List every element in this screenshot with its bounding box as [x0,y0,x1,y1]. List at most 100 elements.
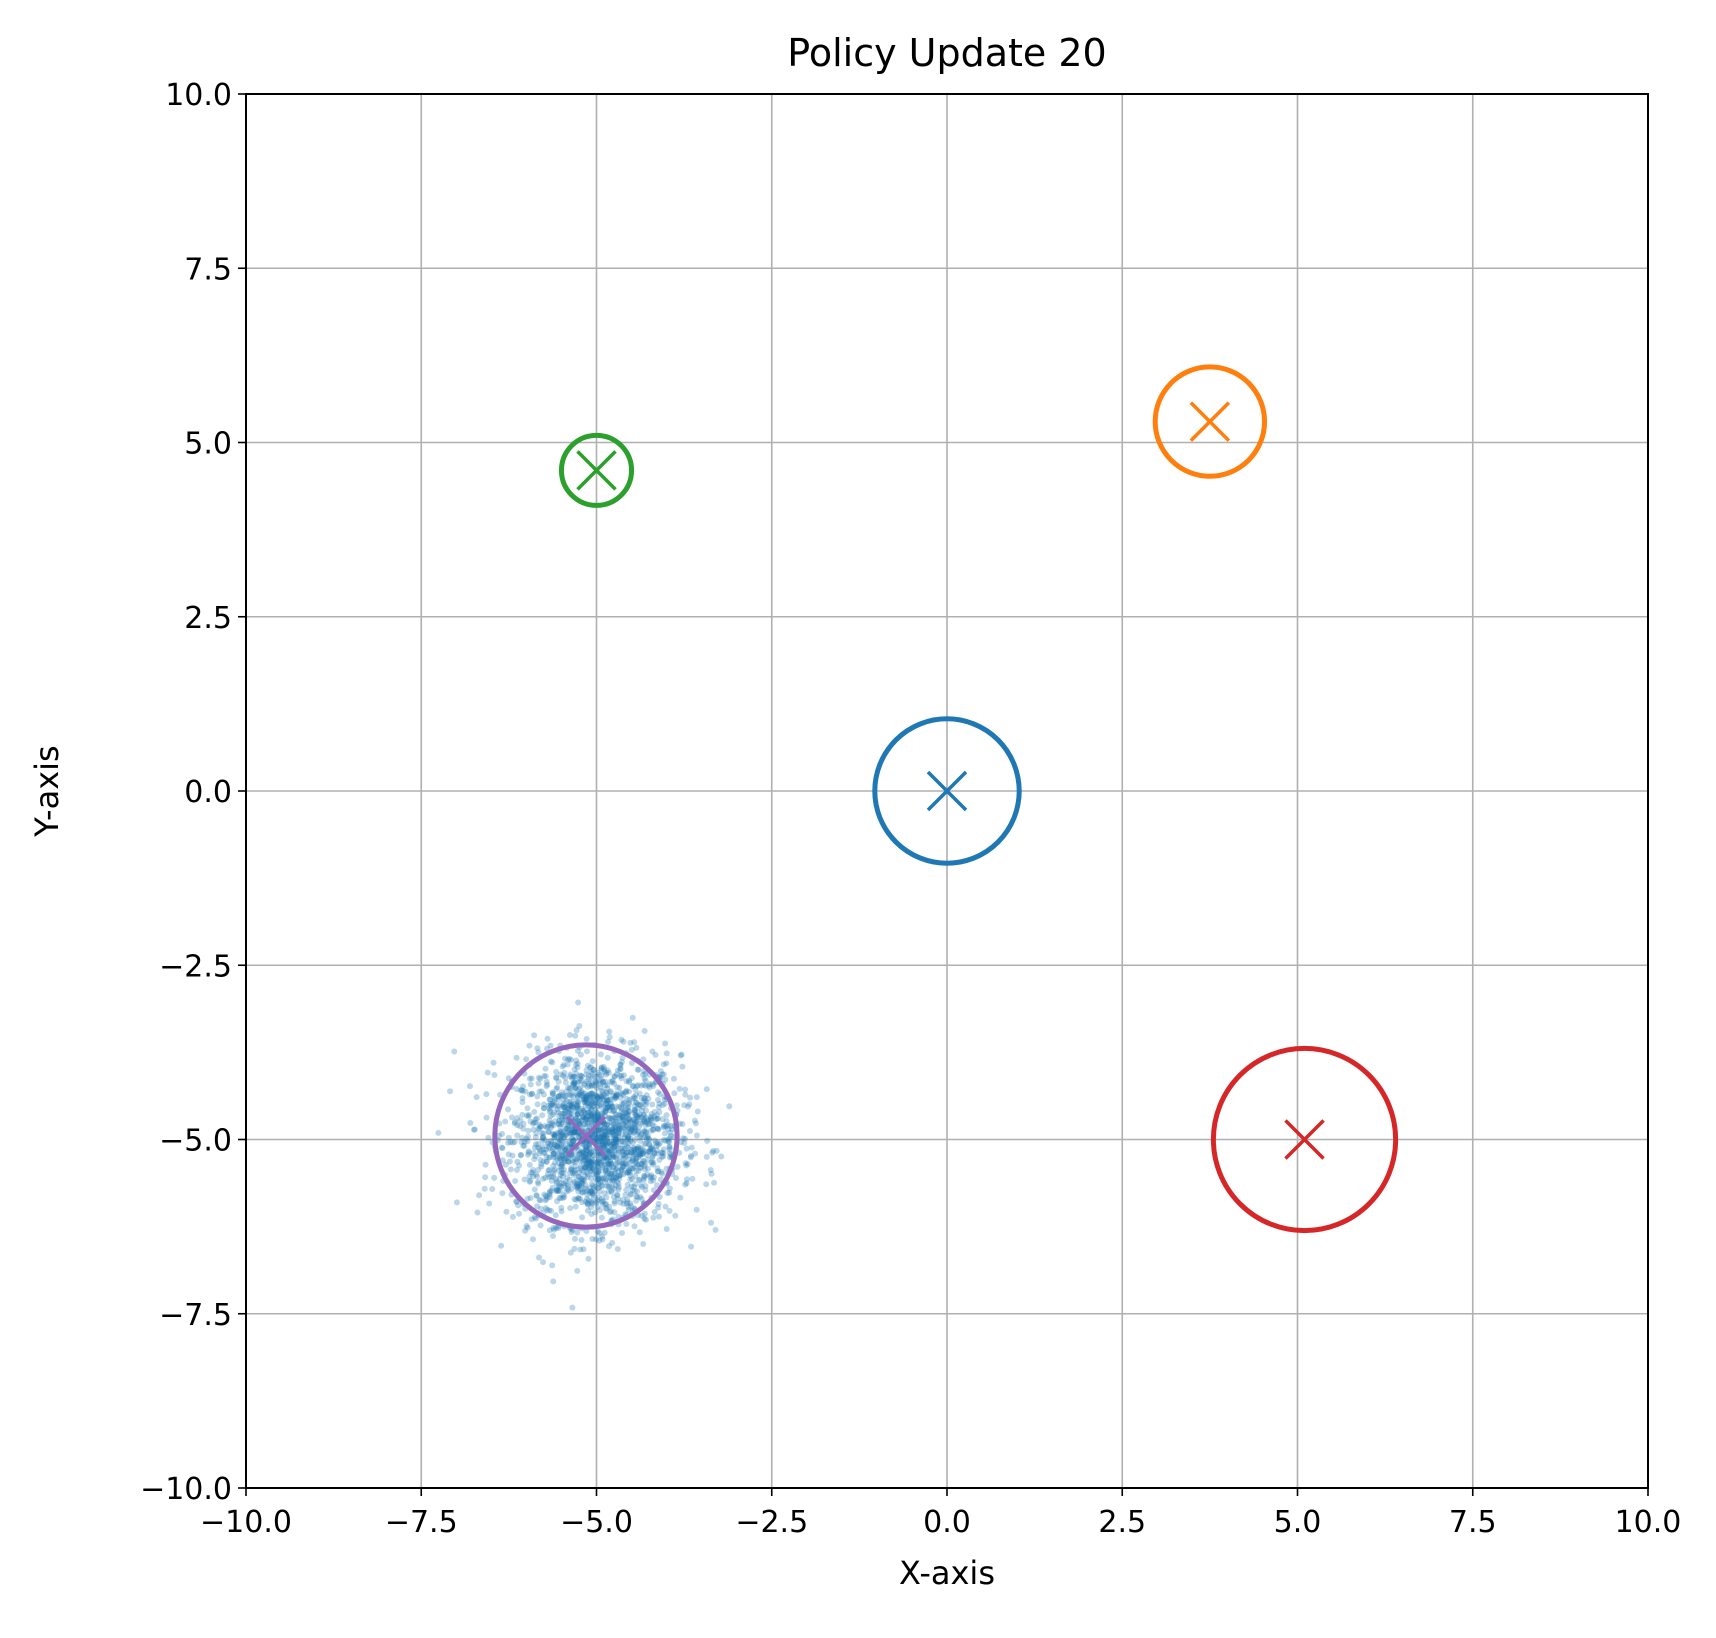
sample-point [644,1165,651,1172]
sample-point [718,1153,725,1160]
sample-point [553,1224,560,1231]
sample-point [618,1166,625,1173]
sample-point [555,1093,562,1100]
sample-point [535,1144,542,1151]
sample-point [507,1139,514,1146]
sample-point [588,1211,595,1218]
sample-point [574,1102,581,1109]
sample-point [659,1071,666,1078]
sample-point [568,1125,575,1132]
sample-point [590,1148,597,1155]
sample-point [601,1190,608,1197]
sample-point [628,1146,635,1153]
sample-point [596,1175,603,1182]
sample-point [544,1081,551,1088]
sample-point [578,1092,585,1099]
sample-point [621,1109,628,1116]
sample-point [655,1200,662,1207]
sample-point [560,1104,567,1111]
sample-point [577,1089,584,1096]
sample-point [627,1118,634,1125]
sample-point [681,1140,688,1147]
sample-point [605,1147,612,1154]
sample-point [623,1095,630,1102]
sample-point [609,1126,616,1133]
sample-point [578,1088,585,1095]
sample-point [496,1132,503,1139]
sample-point [616,1072,623,1079]
sample-point [608,1101,615,1108]
sample-point [576,1084,583,1091]
sample-point [531,1144,538,1151]
sample-point [641,1133,648,1140]
sample-point [589,1119,596,1126]
sample-point [574,1092,581,1099]
sample-point [659,1149,666,1156]
sample-point [557,1156,564,1163]
sample-point [588,1090,595,1097]
sample-point [603,1089,610,1096]
sample-point [558,1166,565,1173]
sample-point [636,1090,643,1097]
sample-point [589,1183,596,1190]
sample-point [583,1095,590,1102]
sample-point [603,1100,610,1107]
sample-point [659,1150,666,1157]
sample-point [624,1196,631,1203]
sample-point [546,1191,553,1198]
sample-point [606,1183,613,1190]
sample-point [692,1120,699,1127]
sample-point [586,1165,593,1172]
sample-point [602,1082,609,1089]
sample-point [611,1114,618,1121]
sample-point [631,1223,638,1230]
sample-point [563,1181,570,1188]
sample-point [615,1130,622,1137]
sample-point [566,1129,573,1136]
sample-point [624,1110,631,1117]
sample-point [622,1126,629,1133]
sample-point [534,1178,541,1185]
sample-point [588,1149,595,1156]
sample-point [598,1127,605,1134]
sample-point [638,1160,645,1167]
sample-point [618,1072,625,1079]
sample-point [580,1246,587,1253]
sample-point [593,1171,600,1178]
sample-point [568,1166,575,1173]
sample-point [637,1164,644,1171]
sample-point [573,1027,580,1034]
sample-point [592,1136,599,1143]
sample-point [641,1162,648,1169]
sample-point [630,1083,637,1090]
sample-point [598,1087,605,1094]
sample-point [573,1166,580,1173]
sample-point [586,1141,593,1148]
sample-point [651,1113,658,1120]
sample-point [559,1149,566,1156]
sample-point [563,1144,570,1151]
sample-point [609,1178,616,1185]
sample-point [599,1141,606,1148]
sample-point [666,1154,673,1161]
sample-point [631,1107,638,1114]
sample-point [553,1178,560,1185]
sample-point [585,1109,592,1116]
sample-point [659,1170,666,1177]
sample-point [608,1170,615,1177]
sample-point [574,1183,581,1190]
sample-point [584,1159,591,1166]
sample-point [610,1143,617,1150]
sample-point [592,1100,599,1107]
sample-point [602,1108,609,1115]
sample-point [582,1110,589,1117]
sample-point [604,1155,611,1162]
sample-point [646,1148,653,1155]
sample-point [540,1146,547,1153]
sample-point [572,1114,579,1121]
sample-point [645,1118,652,1125]
sample-point [649,1152,656,1159]
sample-point [580,1108,587,1115]
sample-point [554,1103,561,1110]
sample-point [551,1099,558,1106]
